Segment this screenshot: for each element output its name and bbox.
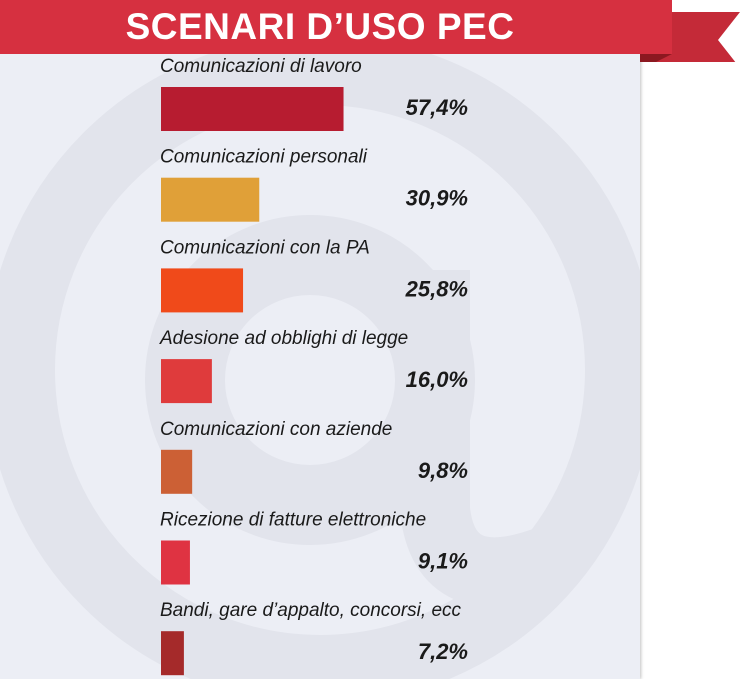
- value-label: 25,8%: [405, 276, 468, 301]
- category-label: Comunicazioni personali: [160, 147, 368, 168]
- bar: [161, 631, 184, 676]
- title-ribbon: [0, 0, 740, 62]
- category-label: Comunicazioni con la PA: [160, 237, 370, 258]
- bar: [161, 449, 193, 494]
- value-label: 57,4%: [406, 95, 468, 120]
- ribbon-fold: [640, 54, 672, 62]
- category-label: Comunicazioni di lavoro: [160, 56, 362, 77]
- value-label: 7,2%: [418, 639, 468, 664]
- value-label: 30,9%: [406, 186, 468, 211]
- bar-chart: Comunicazioni di lavoro 57,4% Comunicazion…: [159, 56, 468, 676]
- bar: [161, 268, 244, 313]
- category-label: Adesione ad obblighi di legge: [159, 328, 408, 349]
- bar: [161, 87, 344, 131]
- bar: [161, 177, 260, 222]
- bar: [161, 359, 212, 404]
- ribbon-main: [0, 0, 672, 54]
- category-label: Ricezione di fatture elettroniche: [160, 510, 426, 531]
- value-label: 16,0%: [406, 367, 468, 392]
- bar: [161, 540, 190, 585]
- value-label: 9,1%: [418, 549, 468, 574]
- category-label: Comunicazioni con aziende: [160, 419, 392, 440]
- category-label: Bandi, gare d’appalto, concorsi, ecc: [160, 600, 462, 621]
- value-label: 9,8%: [418, 458, 468, 483]
- chart-title: SCENARI D’USO PEC: [125, 6, 515, 47]
